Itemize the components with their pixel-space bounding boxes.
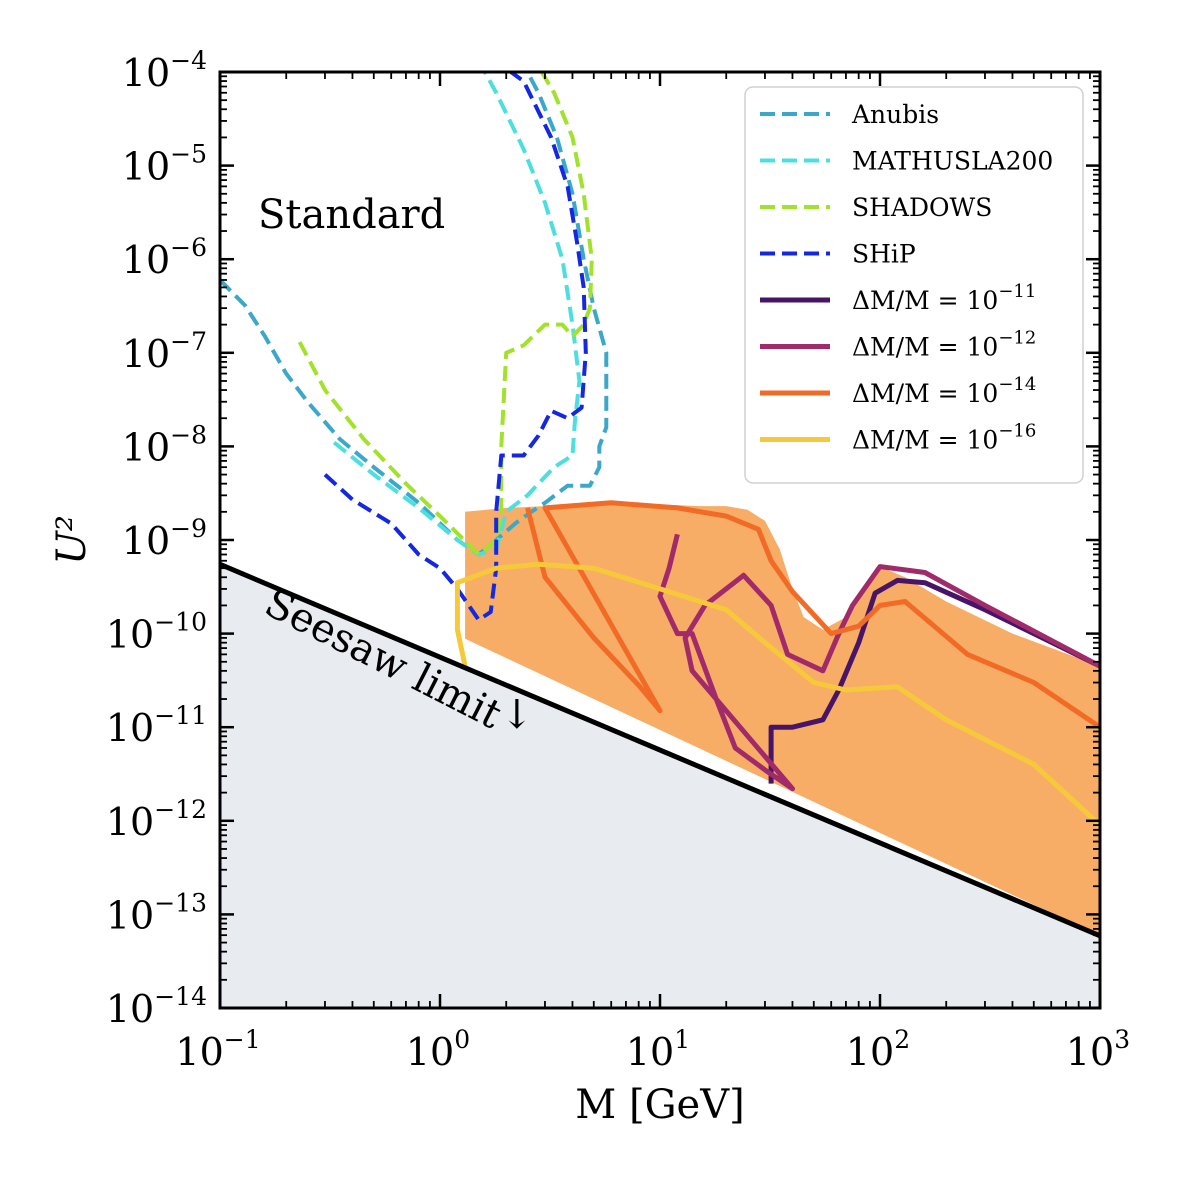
- series-line-5: [768, 577, 1100, 784]
- excluded-region: [465, 502, 1100, 936]
- legend-label-2: MATHUSLA200: [852, 147, 1053, 176]
- legend-label-8: ΔM/M = 10−16: [852, 421, 1036, 455]
- x-axis-label: M [GeV]: [575, 1082, 744, 1128]
- legend-label-4: SHiP: [852, 240, 916, 269]
- x-tick-labels: 10−1 100 101 102 103: [175, 1025, 1130, 1074]
- legend: Anubis MATHUSLA200 SHADOWS SHiP ΔM/M = 10−11…: [744, 86, 1084, 484]
- x-tick-label: 103: [1066, 1025, 1130, 1074]
- x-tick-label: 101: [626, 1025, 690, 1074]
- legend-label-3: SHADOWS: [852, 193, 992, 222]
- y-tick-label: 10−7: [122, 327, 207, 376]
- seesaw-limit-line: [220, 561, 1100, 939]
- tick-marks: [218, 70, 1102, 1010]
- series-line-1: [220, 72, 609, 557]
- legend-box: [744, 86, 1084, 484]
- y-tick-label: 10−12: [106, 795, 207, 844]
- x-tick-label: 102: [846, 1025, 910, 1074]
- x-tick-label: 100: [406, 1025, 470, 1074]
- legend-label-6: ΔM/M = 10−12: [852, 328, 1036, 362]
- y-tick-label: 10−4: [122, 46, 207, 95]
- seesaw-forbidden-region: [220, 564, 1100, 1008]
- series-line-4: [323, 72, 588, 622]
- y-tick-label: 10−9: [122, 514, 207, 563]
- legend-label-5: ΔM/M = 10−11: [852, 281, 1036, 315]
- y-tick-label: 10−5: [122, 140, 207, 189]
- plot-area: [220, 72, 1100, 1008]
- y-tick-label: 10−6: [122, 233, 207, 282]
- y-tick-labels: 10−4 10−5 10−6 10−7 10−8 10−9 10−10 10−11 10−12 1…: [106, 46, 207, 1031]
- y-tick-label: 10−14: [106, 982, 207, 1031]
- y-tick-label: 10−13: [106, 888, 207, 937]
- seesaw-arrow: ↓: [500, 692, 534, 738]
- series-line-6: [657, 533, 1100, 792]
- y-tick-label: 10−10: [106, 608, 207, 657]
- region-label: Standard: [258, 192, 445, 238]
- series-line-3: [297, 72, 594, 557]
- legend-label-7: ΔM/M = 10−14: [852, 374, 1036, 408]
- legend-label-1: Anubis: [851, 100, 939, 129]
- y-tick-label: 10−11: [106, 701, 207, 750]
- y-tick-label: 10−8: [122, 420, 207, 469]
- y-axis-label: U²: [49, 515, 95, 565]
- series-line-7: [525, 500, 1100, 730]
- series-line-2: [332, 72, 582, 557]
- series-line-8: [454, 561, 1100, 827]
- x-tick-label: 10−1: [175, 1025, 260, 1074]
